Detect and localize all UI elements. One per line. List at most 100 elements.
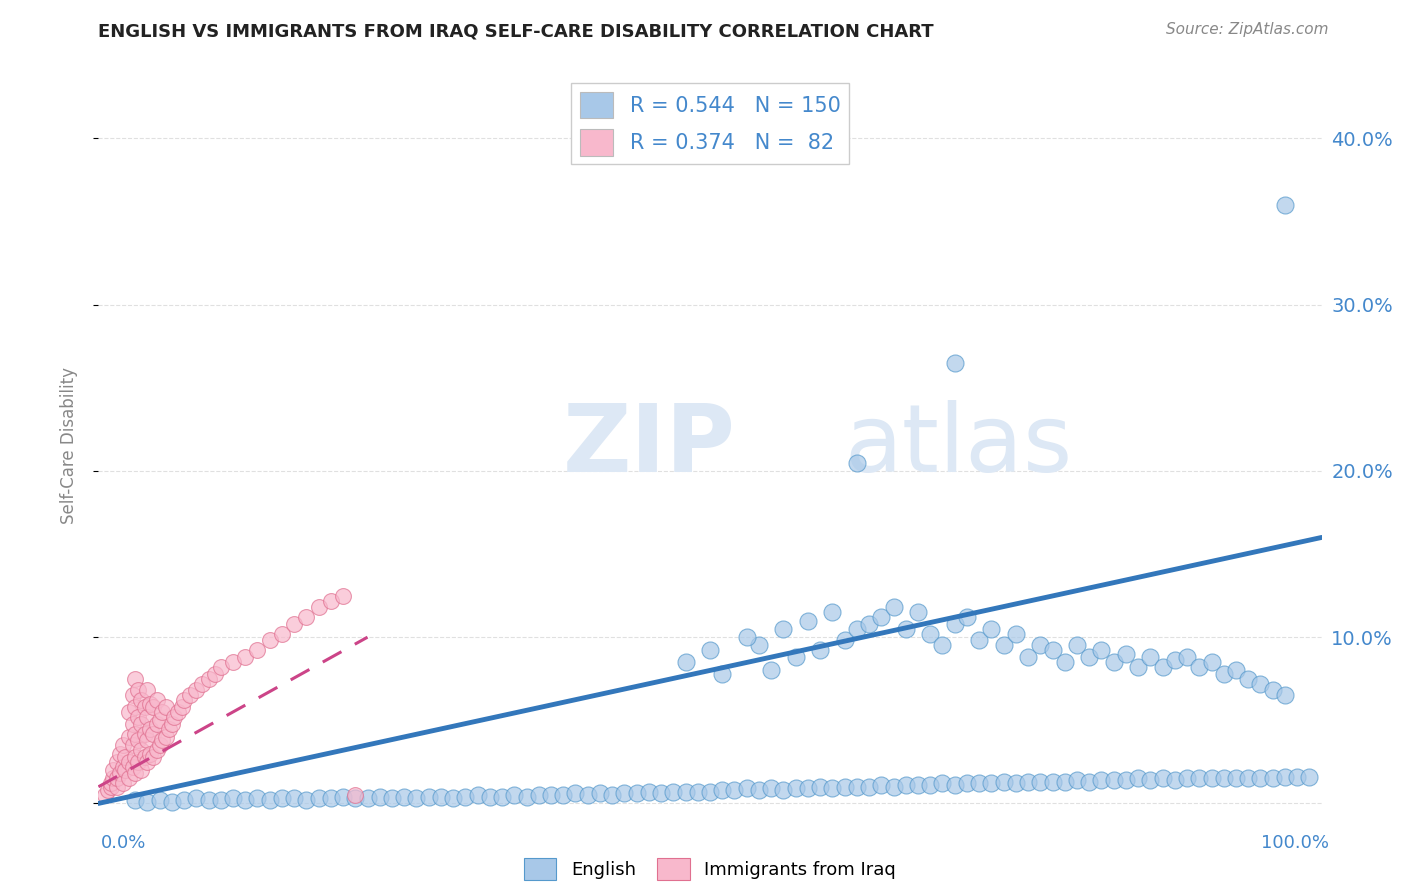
Point xyxy=(124,793,146,807)
Point xyxy=(308,600,330,615)
Point xyxy=(139,697,162,711)
Point xyxy=(129,763,152,777)
Point xyxy=(136,795,159,809)
Point xyxy=(920,778,942,792)
Point xyxy=(1261,772,1284,786)
Point xyxy=(1115,647,1137,661)
Point xyxy=(858,780,880,794)
Point xyxy=(699,785,721,799)
Point xyxy=(858,616,880,631)
Point xyxy=(675,785,697,799)
Point xyxy=(186,683,208,698)
Text: ENGLISH VS IMMIGRANTS FROM IRAQ SELF-CARE DISABILITY CORRELATION CHART: ENGLISH VS IMMIGRANTS FROM IRAQ SELF-CAR… xyxy=(98,22,934,40)
Point xyxy=(1053,655,1076,669)
Text: atlas: atlas xyxy=(845,400,1073,492)
Point xyxy=(124,726,146,740)
Point xyxy=(821,781,844,796)
Point xyxy=(1078,650,1101,665)
Point xyxy=(1017,650,1039,665)
Point xyxy=(111,776,134,790)
Point xyxy=(259,633,281,648)
Point xyxy=(155,700,177,714)
Point xyxy=(1078,774,1101,789)
Point xyxy=(418,789,440,804)
Point xyxy=(894,622,917,636)
Point xyxy=(134,726,156,740)
Point xyxy=(785,781,807,796)
Point xyxy=(167,705,190,719)
Point xyxy=(1188,772,1211,786)
Point xyxy=(748,639,770,653)
Point xyxy=(772,622,794,636)
Point xyxy=(197,672,219,686)
Point xyxy=(503,788,526,802)
Point xyxy=(118,772,141,786)
Point xyxy=(118,730,141,744)
Point xyxy=(515,789,537,804)
Point xyxy=(1017,774,1039,789)
Point xyxy=(283,616,305,631)
Point xyxy=(146,716,169,731)
Point xyxy=(491,789,513,804)
Point xyxy=(956,610,979,624)
Point xyxy=(1029,774,1052,789)
Point xyxy=(980,622,1002,636)
Point xyxy=(600,788,623,802)
Point xyxy=(1102,773,1125,788)
Point xyxy=(136,733,159,747)
Point xyxy=(834,780,856,794)
Point xyxy=(146,743,169,757)
Point xyxy=(146,693,169,707)
Point xyxy=(1274,198,1296,212)
Point xyxy=(332,589,354,603)
Point xyxy=(308,791,330,805)
Point xyxy=(319,593,342,607)
Point xyxy=(319,791,342,805)
Point xyxy=(134,749,156,764)
Point xyxy=(1237,772,1260,786)
Point xyxy=(1128,660,1150,674)
Point xyxy=(1029,639,1052,653)
Point xyxy=(149,738,172,752)
Point xyxy=(1175,650,1198,665)
Point xyxy=(1066,773,1088,788)
Point xyxy=(761,664,783,678)
Point xyxy=(136,710,159,724)
Legend: R = 0.544   N = 150, R = 0.374   N =  82: R = 0.544 N = 150, R = 0.374 N = 82 xyxy=(571,83,849,164)
Point xyxy=(124,672,146,686)
Point xyxy=(105,755,128,769)
Point xyxy=(222,655,245,669)
Point xyxy=(1004,776,1026,790)
Point xyxy=(1298,770,1320,784)
Point xyxy=(1225,772,1247,786)
Point xyxy=(186,791,208,805)
Point xyxy=(441,791,464,805)
Point xyxy=(870,610,893,624)
Point xyxy=(785,650,807,665)
Point xyxy=(626,787,648,801)
Point xyxy=(711,783,734,797)
Point xyxy=(368,789,391,804)
Point xyxy=(1042,774,1064,789)
Point xyxy=(907,605,929,619)
Point xyxy=(931,639,953,653)
Point xyxy=(1274,689,1296,703)
Point xyxy=(332,789,354,804)
Point xyxy=(1102,655,1125,669)
Point xyxy=(110,766,132,780)
Point xyxy=(638,785,661,799)
Point xyxy=(101,772,124,786)
Point xyxy=(1139,650,1161,665)
Point xyxy=(157,722,180,736)
Point xyxy=(1152,660,1174,674)
Point xyxy=(110,747,132,761)
Point xyxy=(772,783,794,797)
Text: Source: ZipAtlas.com: Source: ZipAtlas.com xyxy=(1166,22,1329,37)
Point xyxy=(111,760,134,774)
Point xyxy=(1261,683,1284,698)
Point xyxy=(142,700,165,714)
Point xyxy=(699,643,721,657)
Point xyxy=(589,787,612,801)
Point xyxy=(121,689,143,703)
Point xyxy=(179,689,201,703)
